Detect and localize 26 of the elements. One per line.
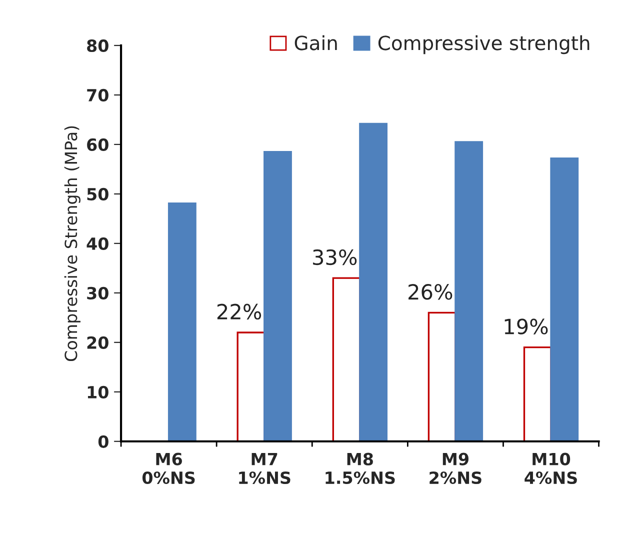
- bar: [359, 122, 388, 442]
- x-tick-label: M7 1%NS: [239, 453, 290, 484]
- y-axis-title: Compressive Strength (MPa): [64, 126, 80, 362]
- data-label: 33%: [313, 249, 357, 266]
- y-tick-label: 70: [87, 88, 108, 102]
- bar: [264, 151, 292, 442]
- y-tick-label: 40: [86, 237, 108, 250]
- y-tick-label: 20: [87, 336, 108, 349]
- data-label: 26%: [408, 284, 452, 300]
- x-tick-label: M6 0%NS: [142, 452, 195, 484]
- y-tick-label: 60: [87, 138, 108, 152]
- y-tick-label: 30: [87, 286, 108, 300]
- y-tick-label: 10: [88, 386, 108, 398]
- y-tick-label: 0: [98, 435, 108, 448]
- bar: [168, 202, 196, 442]
- legend-label: Compressive strength: [378, 35, 590, 54]
- legend-label: Gain: [294, 35, 337, 50]
- y-tick-label: 50: [87, 188, 108, 201]
- x-tick-label: M9 2%NS: [430, 452, 482, 484]
- bar: [454, 141, 484, 442]
- x-tick-label: M8 1.5%NS: [326, 452, 395, 484]
- y-tick-label: 80: [87, 39, 108, 52]
- bar: [550, 157, 579, 442]
- data-label: 22%: [217, 304, 262, 320]
- x-tick-label: M10 4%NS: [524, 452, 577, 484]
- data-label: 19%: [504, 318, 548, 334]
